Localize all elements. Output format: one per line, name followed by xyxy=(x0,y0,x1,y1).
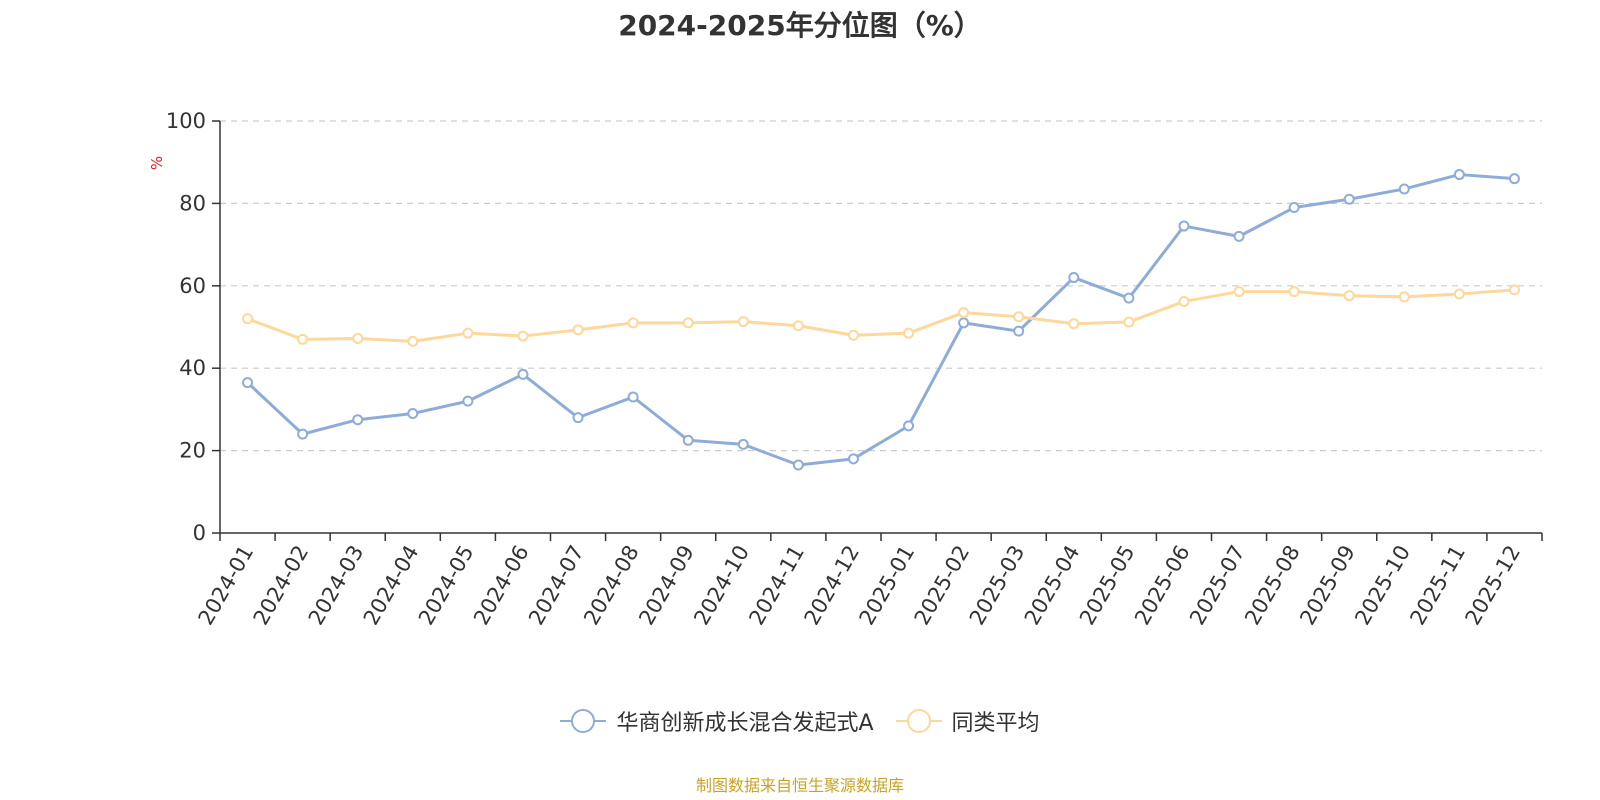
data-point xyxy=(352,333,364,345)
y-tick-label: 100 xyxy=(166,109,206,133)
data-point xyxy=(958,317,970,329)
legend-item-series-1[interactable]: 同类平均 xyxy=(895,705,1040,737)
data-point xyxy=(1398,183,1410,195)
data-point xyxy=(1508,284,1520,296)
data-point xyxy=(1013,311,1025,323)
legend-label-series-0: 华商创新成长混合发起式A xyxy=(616,711,874,736)
data-point xyxy=(627,317,639,329)
legend: 华商创新成长混合发起式A 同类平均 xyxy=(0,705,1600,737)
series-line xyxy=(246,173,1515,467)
data-point xyxy=(1453,169,1465,181)
data-point xyxy=(242,377,254,389)
data-point xyxy=(903,327,915,339)
series-layer xyxy=(242,169,1520,471)
y-tick-label: 60 xyxy=(179,274,206,298)
source-note: 制图数据来自恒生聚源数据库 xyxy=(695,776,904,795)
data-point xyxy=(1123,316,1135,328)
data-point xyxy=(682,434,694,446)
y-tick-label: 20 xyxy=(179,439,206,463)
data-point xyxy=(792,459,804,471)
data-point xyxy=(297,333,309,345)
data-point xyxy=(1233,230,1245,242)
legend-item-series-0[interactable]: 华商创新成长混合发起式A xyxy=(560,705,874,737)
legend-label-series-1: 同类平均 xyxy=(951,711,1040,736)
data-point xyxy=(737,316,749,328)
data-point xyxy=(407,408,419,420)
series-1 xyxy=(242,284,1520,347)
data-point xyxy=(517,330,529,342)
data-point xyxy=(1013,325,1025,337)
line-chart: 0204060801002024-012024-022024-032024-04… xyxy=(148,109,1543,629)
data-point xyxy=(1343,193,1355,205)
data-point xyxy=(1288,286,1300,298)
data-point xyxy=(1068,318,1080,330)
data-point xyxy=(352,414,364,426)
data-point xyxy=(407,335,419,347)
data-point xyxy=(462,395,474,407)
data-point xyxy=(903,420,915,432)
data-point xyxy=(1398,291,1410,303)
data-point xyxy=(737,438,749,450)
data-point xyxy=(1178,220,1190,232)
data-point xyxy=(572,412,584,424)
data-point xyxy=(297,428,309,440)
y-tick-label: 0 xyxy=(193,521,206,545)
y-axis-unit: % xyxy=(148,156,166,170)
y-tick-label: 80 xyxy=(179,191,206,215)
data-point xyxy=(1508,173,1520,185)
data-point xyxy=(462,327,474,339)
data-point xyxy=(1068,272,1080,284)
data-point xyxy=(242,313,254,325)
data-point xyxy=(1233,286,1245,298)
data-point xyxy=(627,391,639,403)
data-point xyxy=(1178,295,1190,307)
data-point xyxy=(1123,292,1135,304)
data-point xyxy=(792,320,804,332)
axes: 0204060801002024-012024-022024-032024-04… xyxy=(166,109,1543,629)
data-point xyxy=(1453,288,1465,300)
legend-swatch-series-1 xyxy=(895,708,942,734)
data-point xyxy=(1288,202,1300,214)
data-point xyxy=(572,324,584,336)
series-line xyxy=(247,288,1515,343)
data-point xyxy=(847,329,859,341)
chart-title: 2024-2025年分位图（%） xyxy=(618,9,982,42)
data-point xyxy=(682,317,694,329)
series-0 xyxy=(242,169,1520,471)
data-point xyxy=(1343,290,1355,302)
x-tick-label: 2025-12 xyxy=(1460,541,1525,629)
grid-lines xyxy=(220,120,1542,452)
data-point xyxy=(847,453,859,465)
data-point xyxy=(517,368,529,380)
data-point xyxy=(958,307,970,319)
y-tick-label: 40 xyxy=(179,356,206,380)
legend-swatch-series-0 xyxy=(560,708,607,734)
